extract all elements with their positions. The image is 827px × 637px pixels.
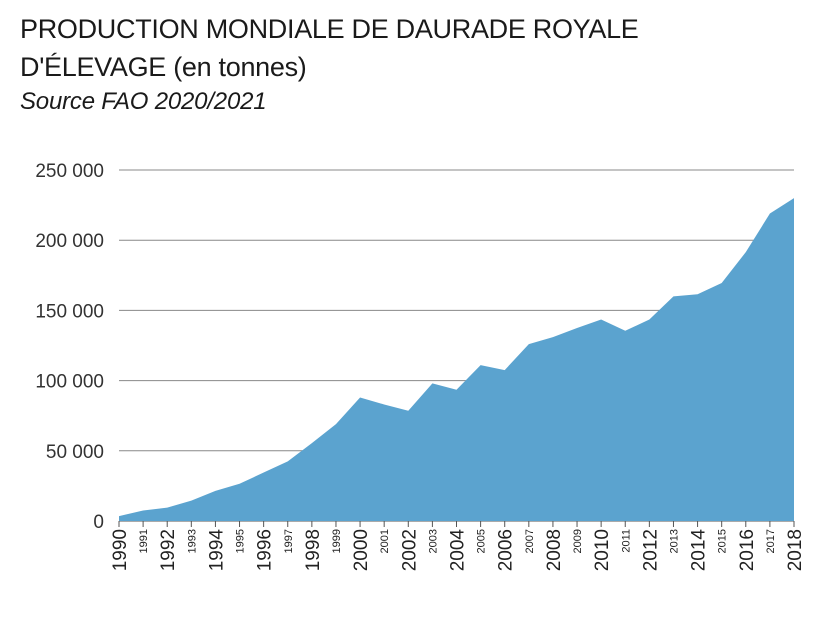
x-tick-label: 1992 [158, 529, 179, 571]
x-tick-label-minor: 1999 [331, 529, 343, 553]
y-tick-label: 250 000 [35, 161, 104, 182]
y-tick-label: 150 000 [35, 301, 104, 322]
x-tick-label: 2016 [737, 529, 758, 571]
x-tick-label: 2008 [544, 529, 565, 571]
x-tick-label: 1996 [255, 529, 276, 571]
x-tick-label-minor: 2007 [524, 529, 536, 553]
x-tick-label-minor: 1995 [235, 529, 247, 553]
x-tick-label: 2014 [689, 529, 710, 572]
chart-title: PRODUCTION MONDIALE DE DAURADE ROYALE D'… [20, 10, 639, 86]
production-area [119, 198, 794, 521]
x-tick-label: 2006 [496, 529, 517, 571]
x-tick-label-minor: 2015 [717, 529, 729, 553]
x-tick-label: 1990 [110, 529, 131, 571]
title-line-2-unit: (en tonnes) [166, 52, 307, 82]
y-tick-label: 100 000 [35, 372, 104, 393]
x-tick-label-minor: 2011 [620, 529, 632, 553]
x-tick-label-minor: 2013 [668, 529, 680, 553]
x-tick-label: 2004 [448, 529, 469, 572]
x-axis-ticks: 1990 1992 1994 1996 1998 2000 2002 2004 2006 2008… [110, 521, 806, 571]
y-tick-label: 0 [93, 512, 104, 533]
x-tick-label-minor: 2005 [476, 529, 488, 553]
x-tick-label: 2012 [640, 529, 661, 571]
x-tick-label: 2000 [351, 529, 372, 571]
x-tick-label: 2002 [399, 529, 420, 571]
x-tick-label-minor: 2009 [572, 529, 584, 553]
title-line-1: PRODUCTION MONDIALE DE DAURADE ROYALE [20, 14, 639, 44]
title-line-2-caps: D'ÉLEVAGE [20, 52, 167, 82]
area-series [119, 198, 794, 521]
x-tick-label-minor: 2017 [765, 529, 777, 553]
title-line-2: D'ÉLEVAGE (en tonnes) [20, 48, 639, 86]
x-tick-label-minor: 1997 [283, 529, 295, 553]
x-tick-label: 1994 [206, 529, 227, 572]
y-axis-ticks: 0 50 000 100 000 150 000 200 000 250 000 [35, 161, 104, 533]
chart-source: Source FAO 2020/2021 [20, 88, 267, 115]
x-tick-label-minor: 2001 [379, 529, 391, 553]
x-tick-label-minor: 1991 [138, 529, 150, 553]
x-tick-label-minor: 1993 [186, 529, 198, 553]
x-tick-label: 2018 [785, 529, 806, 571]
y-tick-label: 50 000 [46, 442, 104, 463]
y-tick-label: 200 000 [35, 231, 104, 252]
x-tick-label: 2010 [592, 529, 613, 571]
x-tick-label: 1998 [303, 529, 324, 571]
x-tick-label-minor: 2003 [427, 529, 439, 553]
